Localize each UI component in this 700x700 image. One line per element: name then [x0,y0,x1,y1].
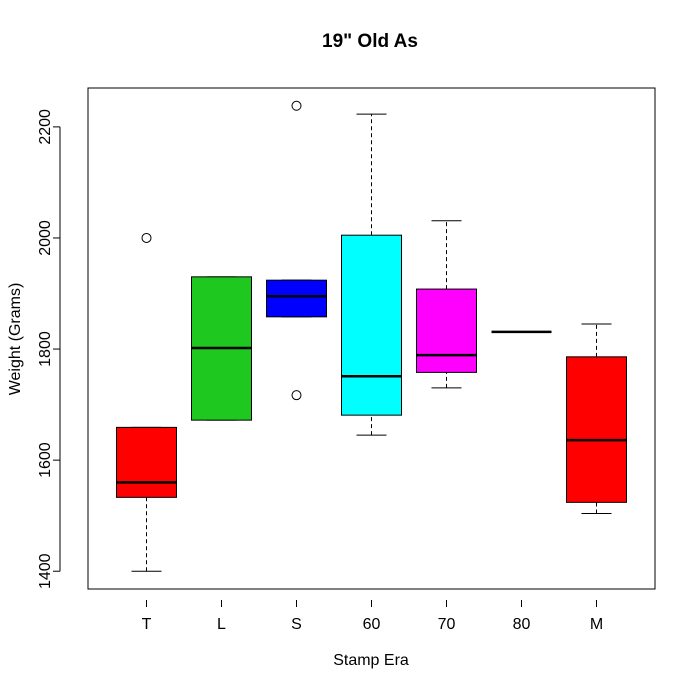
box [266,279,327,318]
x-tick-label: S [291,616,302,633]
chart-title: 19" Old As [322,31,418,52]
y-tick-label: 1800 [37,331,54,367]
outlier [291,100,302,111]
box [116,426,177,498]
x-tick-label: L [217,616,226,633]
x-axis-label: Stamp Era [333,652,409,669]
x-tick-label: 70 [438,616,456,633]
outlier [291,390,302,401]
outlier [141,232,152,243]
y-tick-label: 2200 [37,109,54,145]
y-axis-label: Weight (Grams) [7,283,24,396]
x-tick-label: 60 [363,616,381,633]
box [566,356,627,503]
y-tick-label: 1600 [37,442,54,478]
y-tick-label: 2000 [37,220,54,256]
box [416,288,477,373]
box [341,234,402,416]
y-tick-label: 1400 [37,553,54,589]
x-tick-label: M [590,616,603,633]
x-tick-label: T [142,616,152,633]
plot-frame [87,87,656,590]
x-tick-label: 80 [513,616,531,633]
